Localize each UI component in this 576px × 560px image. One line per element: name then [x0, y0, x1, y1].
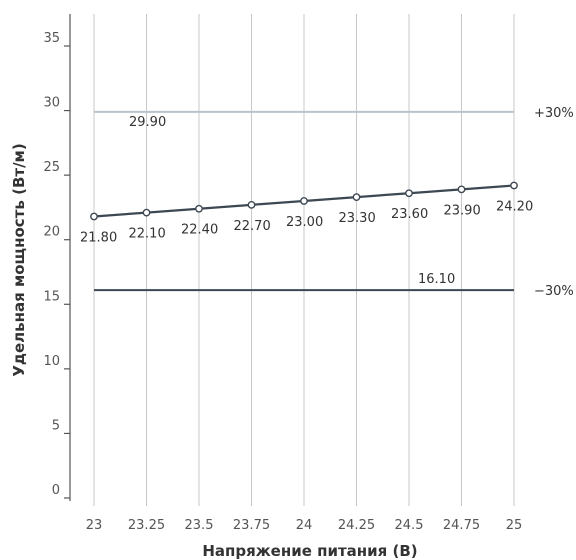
y-axis-title: Удельная мощность (Вт/м): [10, 143, 28, 376]
reference-line-value-label: 16.10: [418, 272, 455, 287]
reference-line-value-label: 29.90: [129, 115, 166, 130]
x-tick-label: 23.75: [233, 518, 270, 533]
data-point: [90, 212, 98, 221]
x-tick-label: 24.75: [443, 518, 480, 533]
x-tick-label: 24.25: [338, 518, 375, 533]
data-label: 22.70: [234, 219, 271, 234]
series-group: [90, 181, 518, 221]
data-point: [352, 193, 361, 201]
data-labels: 21.80 22.10 22.40 22.70 23.00 23.30 23.60 23.90…: [80, 199, 533, 245]
x-tick-label: 23.5: [185, 518, 214, 533]
data-point: [142, 208, 151, 217]
data-label: 23.90: [444, 203, 481, 218]
y-tick-label: 15: [43, 289, 60, 304]
data-label: 23.00: [286, 215, 323, 230]
x-tick-label: 25: [506, 518, 523, 533]
data-point: [300, 197, 308, 205]
data-label: 22.10: [129, 227, 166, 242]
data-label: 23.30: [339, 211, 376, 226]
data-label: 21.80: [80, 230, 117, 245]
data-point: [510, 181, 518, 190]
data-label: 23.60: [391, 207, 428, 222]
x-tick-label: 24: [296, 518, 313, 533]
x-tick-label: 23: [86, 518, 103, 533]
y-tick-label: 10: [43, 354, 60, 369]
data-label: 22.40: [181, 223, 218, 238]
y-tick-label: 30: [43, 96, 60, 111]
data-point: [457, 185, 466, 194]
y-tick-label: 25: [43, 160, 60, 175]
reference-lines: +30% 29.90 −30% 16.10: [94, 106, 574, 299]
grid: [93, 14, 515, 506]
axes: 23 23.25 23.5 23.75 24 24.25 24.5 24.75 25 0 5 10 15…: [43, 14, 522, 533]
reference-line-name: −30%: [534, 284, 574, 299]
x-tick-label: 23.25: [128, 518, 165, 533]
data-point: [405, 189, 413, 198]
x-tick-label: 24.5: [395, 518, 424, 533]
y-tick-label: 5: [52, 418, 60, 433]
data-label: 24.20: [496, 199, 533, 214]
y-tick-label: 0: [52, 483, 60, 498]
reference-line-name: +30%: [534, 106, 574, 121]
y-tick-label: 20: [43, 225, 60, 240]
y-tick-label: 35: [43, 31, 60, 46]
data-point: [195, 204, 203, 213]
data-point: [247, 200, 256, 209]
x-axis-title: Напряжение питания (В): [202, 542, 417, 560]
